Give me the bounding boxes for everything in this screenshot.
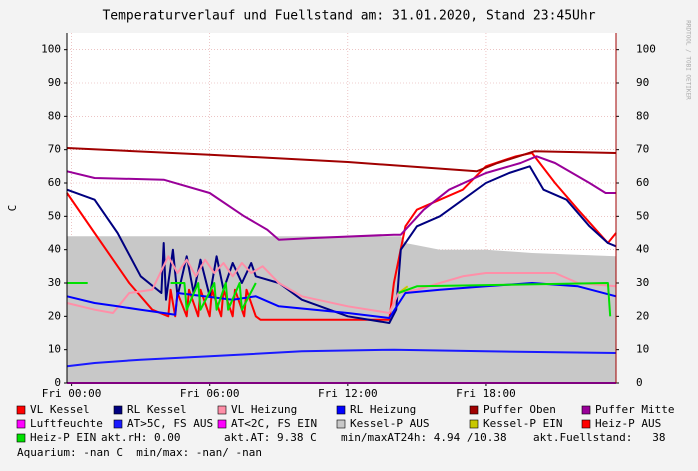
y-tick-label: 70 [48,143,61,156]
legend-swatch [336,405,346,415]
y-tick-label: 60 [48,176,61,189]
y2-tick-label: 90 [636,76,649,89]
y2-tick-label: 50 [636,209,649,222]
y2-tick-label: 80 [636,109,649,122]
legend-label: Luftfeuchte [30,417,103,430]
y-tick-label: 0 [54,376,61,389]
watermark: RRDTOOL / TOBI OETIKER [685,20,692,100]
y2-tick-label: 20 [636,309,649,322]
y-tick-label: 80 [48,109,61,122]
y-tick-label: 30 [48,276,61,289]
legend-label: RL Kessel [127,403,187,416]
legend-label: Heiz-P AUS [595,417,661,430]
y-tick-label: 100 [41,43,61,56]
legend-swatch [469,405,479,415]
legend-swatch [217,419,227,429]
series-line [66,165,617,324]
legend-label: Heiz-P EIN [30,431,96,444]
legend-swatch [469,419,479,429]
note: akt.AT: 9.38 C [224,431,317,444]
x-tick-label: Fri 18:00 [456,387,516,400]
legend-swatch [16,433,26,443]
legend-label: Kessel-P AUS [350,417,429,430]
legend-swatch [581,419,591,429]
y-tick-label: 40 [48,243,61,256]
y2-tick-label: 40 [636,243,649,256]
y2-tick-label: 60 [636,176,649,189]
y2-tick-label: 30 [636,276,649,289]
y-tick-label: 20 [48,309,61,322]
y-tick-label: 10 [48,343,61,356]
legend-label: Puffer Mitte [595,403,674,416]
y2-tick-label: 0 [636,376,643,389]
area [67,236,616,383]
series-line [66,255,617,314]
legend-label: Kessel-P EIN [483,417,562,430]
legend-label: VL Heizung [231,403,297,416]
x-tick-label: Fri 06:00 [180,387,240,400]
legend-swatch [113,405,123,415]
series-line [66,348,617,368]
y2-tick-label: 70 [636,143,649,156]
legend-label: VL Kessel [30,403,90,416]
legend-swatch [336,419,346,429]
legend-swatch [113,419,123,429]
y2-tick-label: 10 [636,343,649,356]
note: akt.Fuellstand: 38 [533,431,665,444]
chart-title: Temperaturverlauf und Fuellstand am: 31.… [102,9,595,24]
legend-label: AT<2C, FS EIN [231,417,317,430]
legend-swatch [581,405,591,415]
legend-swatch [217,405,227,415]
x-tick-label: Fri 12:00 [318,387,378,400]
x-tick-label: Fri 00:00 [42,387,102,400]
y-axis-label: C [6,205,19,212]
series-line [66,155,616,241]
y-tick-label: 50 [48,209,61,222]
legend-label: AT>5C, FS AUS [127,417,213,430]
note: akt.rH: 0.00 [101,431,180,444]
y2-tick-label: 100 [636,43,656,56]
series-line [66,147,617,173]
y-tick-label: 90 [48,76,61,89]
legend-label: Puffer Oben [483,403,556,416]
note: min/maxAT24h: 4.94 /10.38 [341,431,507,444]
note: Aquarium: -nan C min/max: -nan/ -nan [17,446,262,459]
series-line [67,282,612,317]
legend-swatch [16,419,26,429]
legend-label: RL Heizung [350,403,416,416]
legend-swatch [16,405,26,415]
